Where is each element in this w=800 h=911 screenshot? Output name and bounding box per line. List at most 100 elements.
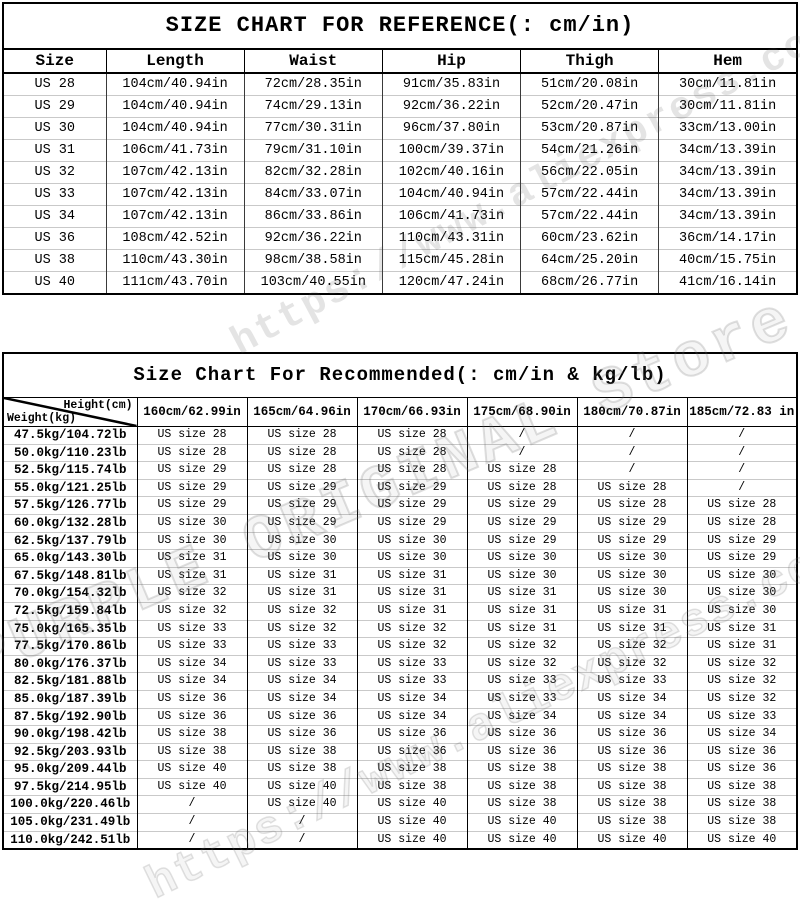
recommended-size-cell: US size 40 xyxy=(246,777,357,796)
recommended-size-cell: US size 32 xyxy=(136,584,247,603)
measurement-cell: 57cm/22.44in xyxy=(520,183,659,206)
recommended-size-cell: US size 29 xyxy=(576,531,687,550)
weight-label: 85.0kg/187.39lb xyxy=(3,689,137,708)
measurement-cell: 104cm/40.94in xyxy=(105,95,245,118)
weight-label: 82.5kg/181.88lb xyxy=(3,672,137,691)
column-header-size: Size xyxy=(3,49,106,74)
measurement-cell: 100cm/39.37in xyxy=(381,139,521,162)
measurement-cell: 36cm/14.17in xyxy=(658,227,797,250)
recommended-size-cell: US size 28 xyxy=(136,443,247,462)
recommended-size-cell: US size 31 xyxy=(246,566,357,585)
recommended-size-cell: US size 40 xyxy=(466,813,577,832)
recommended-size-cell: US size 38 xyxy=(136,742,247,761)
recommended-size-cell: US size 28 xyxy=(136,426,247,445)
weight-label: 100.0kg/220.46lb xyxy=(3,795,137,814)
recommended-size-cell: US size 31 xyxy=(686,637,797,656)
recommended-size-cell: US size 28 xyxy=(246,443,357,462)
table-row: 105.0kg/231.49lb / / US size 40 US size 40 US… xyxy=(3,813,797,832)
recommended-size-cell: US size 33 xyxy=(686,707,797,726)
recommended-size-cell: US size 38 xyxy=(466,760,577,779)
measurement-cell: 92cm/36.22in xyxy=(243,227,383,250)
weight-label: 90.0kg/198.42lb xyxy=(3,725,137,744)
recommended-size-cell: US size 36 xyxy=(136,689,247,708)
recommended-size-cell: / xyxy=(686,443,797,462)
measurement-cell: 120cm/47.24in xyxy=(381,271,521,294)
recommended-size-cell: US size 29 xyxy=(686,531,797,550)
measurement-cell: 108cm/42.52in xyxy=(105,227,245,250)
size-label: US 36 xyxy=(3,227,106,250)
recommended-size-cell: / xyxy=(576,443,687,462)
weight-label: 67.5kg/148.81lb xyxy=(3,566,137,585)
measurement-cell: 104cm/40.94in xyxy=(105,73,245,96)
measurement-cell: 110cm/43.30in xyxy=(105,249,245,272)
recommended-size-cell: US size 30 xyxy=(356,549,467,568)
table-row: US 31 106cm/41.73in 79cm/31.10in 100cm/39.3… xyxy=(3,139,797,162)
recommended-size-cell: US size 34 xyxy=(246,689,357,708)
measurement-cell: 40cm/15.75in xyxy=(658,249,797,272)
recommended-table-body: 47.5kg/104.72lb US size 28 US size 28 US si… xyxy=(3,426,797,850)
height-column-header: 160cm/62.99in xyxy=(136,397,247,427)
size-label: US 29 xyxy=(3,95,106,118)
table-row: 67.5kg/148.81lb US size 31 US size 31 US si… xyxy=(3,566,797,585)
table-row: US 28 104cm/40.94in 72cm/28.35in 91cm/35.83… xyxy=(3,73,797,96)
table-row: 72.5kg/159.84lb US size 32 US size 32 US si… xyxy=(3,601,797,621)
measurement-cell: 96cm/37.80in xyxy=(381,117,521,140)
recommended-size-cell: US size 30 xyxy=(246,549,357,568)
weight-label: 110.0kg/242.51lb xyxy=(3,830,137,850)
recommended-size-cell: / xyxy=(686,478,797,497)
measurement-cell: 30cm/11.81in xyxy=(658,73,797,96)
measurement-cell: 34cm/13.39in xyxy=(658,183,797,206)
recommended-size-cell: US size 31 xyxy=(356,601,467,621)
recommended-size-cell: US size 38 xyxy=(576,813,687,832)
recommended-size-cell: US size 32 xyxy=(576,637,687,656)
recommended-size-cell: US size 38 xyxy=(576,795,687,814)
recommended-size-cell: US size 33 xyxy=(246,654,357,673)
column-header-waist: Waist xyxy=(243,49,383,74)
recommended-size-cell: US size 28 xyxy=(246,426,357,445)
table-row: 87.5kg/192.90lb US size 36 US size 36 US si… xyxy=(3,707,797,726)
recommended-size-cell: US size 29 xyxy=(356,478,467,497)
recommended-size-cell: US size 40 xyxy=(356,830,467,850)
weight-label: 62.5kg/137.79lb xyxy=(3,531,137,550)
recommended-size-cell: US size 32 xyxy=(466,637,577,656)
table-row: US 36 108cm/42.52in 92cm/36.22in 110cm/43.3… xyxy=(3,227,797,250)
column-header-hem: Hem xyxy=(658,49,797,74)
column-header-hip: Hip xyxy=(381,49,521,74)
recommended-size-cell: US size 38 xyxy=(686,777,797,796)
recommended-size-cell: / xyxy=(246,830,357,850)
recommended-size-cell: US size 31 xyxy=(466,619,577,638)
weight-label: 95.0kg/209.44lb xyxy=(3,760,137,779)
measurement-cell: 64cm/25.20in xyxy=(520,249,659,272)
table-row: 57.5kg/126.77lb US size 29 US size 29 US si… xyxy=(3,496,797,515)
table-row: 75.0kg/165.35lb US size 33 US size 32 US si… xyxy=(3,619,797,638)
table-row: US 30 104cm/40.94in 77cm/30.31in 96cm/37.80… xyxy=(3,117,797,140)
table-row: 90.0kg/198.42lb US size 38 US size 36 US si… xyxy=(3,725,797,744)
weight-label: 65.0kg/143.30lb xyxy=(3,549,137,568)
measurement-cell: 106cm/41.73in xyxy=(105,139,245,162)
recommended-size-cell: US size 29 xyxy=(576,513,687,533)
recommended-size-cell: US size 30 xyxy=(466,549,577,568)
measurement-cell: 41cm/16.14in xyxy=(658,271,797,294)
recommended-size-cell: US size 29 xyxy=(246,496,357,515)
recommended-size-cell: US size 38 xyxy=(576,760,687,779)
weight-label: 75.0kg/165.35lb xyxy=(3,619,137,638)
measurement-cell: 74cm/29.13in xyxy=(243,95,383,118)
height-column-header: 170cm/66.93in xyxy=(356,397,467,427)
recommended-size-cell: / xyxy=(576,461,687,480)
recommended-size-cell: US size 40 xyxy=(136,777,247,796)
size-label: US 30 xyxy=(3,117,106,140)
recommended-size-cell: US size 29 xyxy=(356,513,467,533)
recommended-size-cell: US size 32 xyxy=(686,689,797,708)
recommended-size-cell: US size 40 xyxy=(466,830,577,850)
recommended-size-cell: US size 32 xyxy=(246,619,357,638)
recommended-size-table: Size Chart For Recommended(: cm/in & kg/… xyxy=(2,352,798,851)
recommended-size-cell: US size 33 xyxy=(136,619,247,638)
recommended-size-cell: US size 40 xyxy=(356,795,467,814)
recommended-size-cell: US size 28 xyxy=(576,496,687,515)
recommended-size-cell: US size 29 xyxy=(246,478,357,497)
measurement-cell: 107cm/42.13in xyxy=(105,205,245,228)
recommended-size-cell: US size 29 xyxy=(136,478,247,497)
table-row: US 32 107cm/42.13in 82cm/32.28in 102cm/40.1… xyxy=(3,161,797,184)
size-label: US 33 xyxy=(3,183,106,206)
recommended-size-cell: US size 36 xyxy=(576,742,687,761)
